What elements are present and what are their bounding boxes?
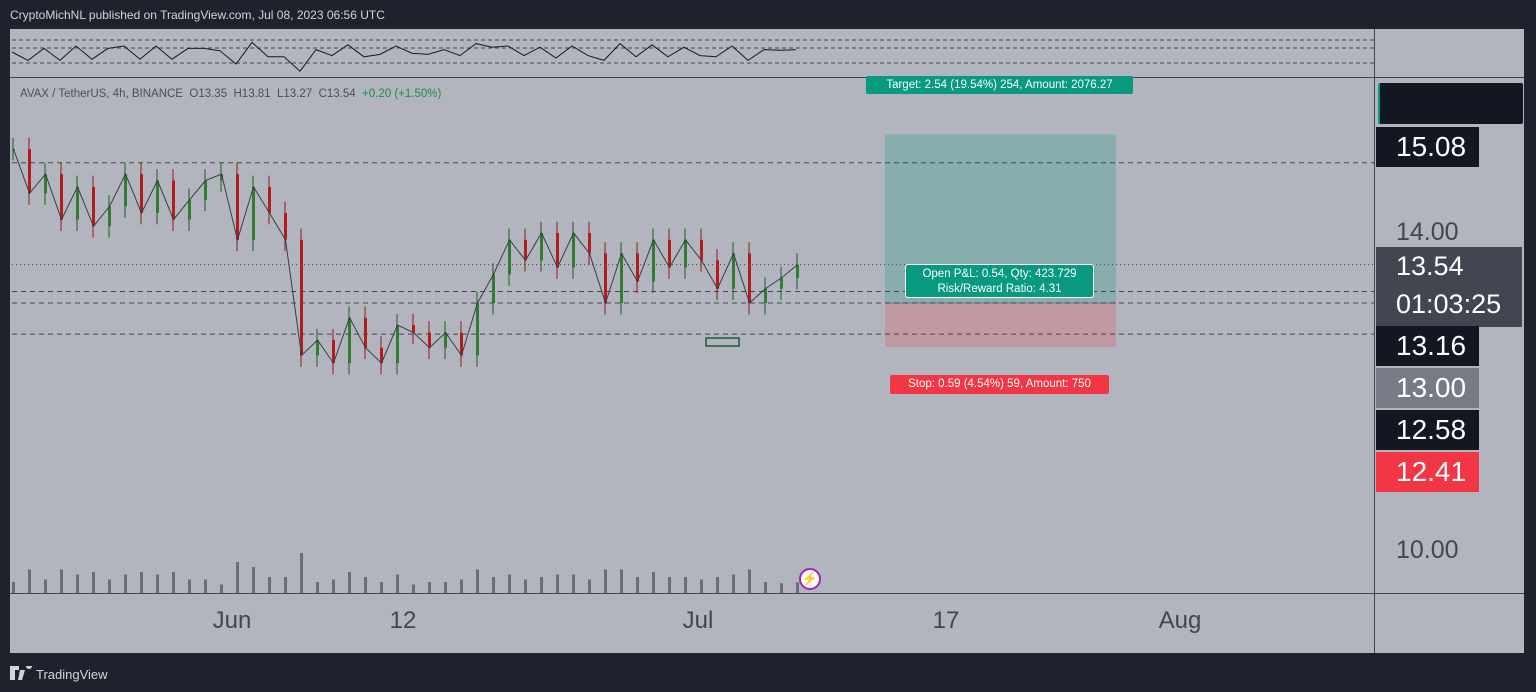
high-value: H13.81	[233, 88, 271, 100]
tradingview-logo-icon	[10, 666, 32, 680]
low-value: L13.27	[276, 88, 313, 100]
bar-countdown: 01:03:25	[1396, 289, 1502, 319]
price-label-15-08: 15.08	[1376, 127, 1479, 167]
price-label-13-16: 13.16	[1376, 326, 1479, 366]
open-value: O13.35	[189, 88, 228, 100]
price-label-blank	[1378, 83, 1523, 124]
current-price-label: 13.54 01:03:25	[1376, 247, 1522, 327]
x-tick-jun: Jun	[212, 607, 252, 634]
header-bar: CryptoMichNL published on TradingView.co…	[0, 0, 1536, 30]
lightning-icon[interactable]: ⚡	[799, 568, 821, 590]
chart-frame	[10, 29, 1524, 653]
current-price: 13.54	[1396, 251, 1464, 281]
publisher-text: CryptoMichNL published on TradingView.co…	[10, 8, 385, 22]
pnl-line: Open P&L: 0.54, Qty: 423.729	[922, 268, 1077, 280]
y-tick-10: 10.00	[1396, 536, 1459, 564]
footer-bar: TradingView	[0, 653, 1536, 692]
brand-name: TradingView	[36, 667, 108, 682]
price-axis-divider	[1374, 29, 1375, 653]
symbol-legend: AVAX / TetherUS, 4h, BINANCE O13.35 H13.…	[20, 88, 441, 100]
x-tick-17: 17	[932, 607, 960, 634]
risk-reward-line: Risk/Reward Ratio: 4.31	[937, 283, 1062, 295]
target-tag[interactable]: Target: 2.54 (19.54%) 254, Amount: 2076.…	[866, 76, 1133, 94]
stop-tag[interactable]: Stop: 0.59 (4.54%) 59, Amount: 750	[890, 375, 1109, 394]
price-label-13-00: 13.00	[1376, 368, 1479, 408]
y-tick-14: 14.00	[1396, 218, 1459, 246]
change-value: +0.20 (+1.50%)	[362, 88, 442, 100]
x-tick-aug: Aug	[1158, 607, 1202, 634]
pane-divider	[10, 77, 1524, 78]
symbol-name: AVAX / TetherUS, 4h, BINANCE	[20, 88, 183, 100]
price-label-12-41: 12.41	[1376, 452, 1479, 492]
pnl-tag[interactable]: Open P&L: 0.54, Qty: 423.729 Risk/Reward…	[905, 264, 1094, 298]
close-value: C13.54	[318, 88, 356, 100]
price-label-12-58: 12.58	[1376, 410, 1479, 450]
time-axis-divider	[10, 593, 1524, 594]
x-tick-12: 12	[389, 607, 417, 634]
x-tick-jul: Jul	[682, 607, 714, 634]
